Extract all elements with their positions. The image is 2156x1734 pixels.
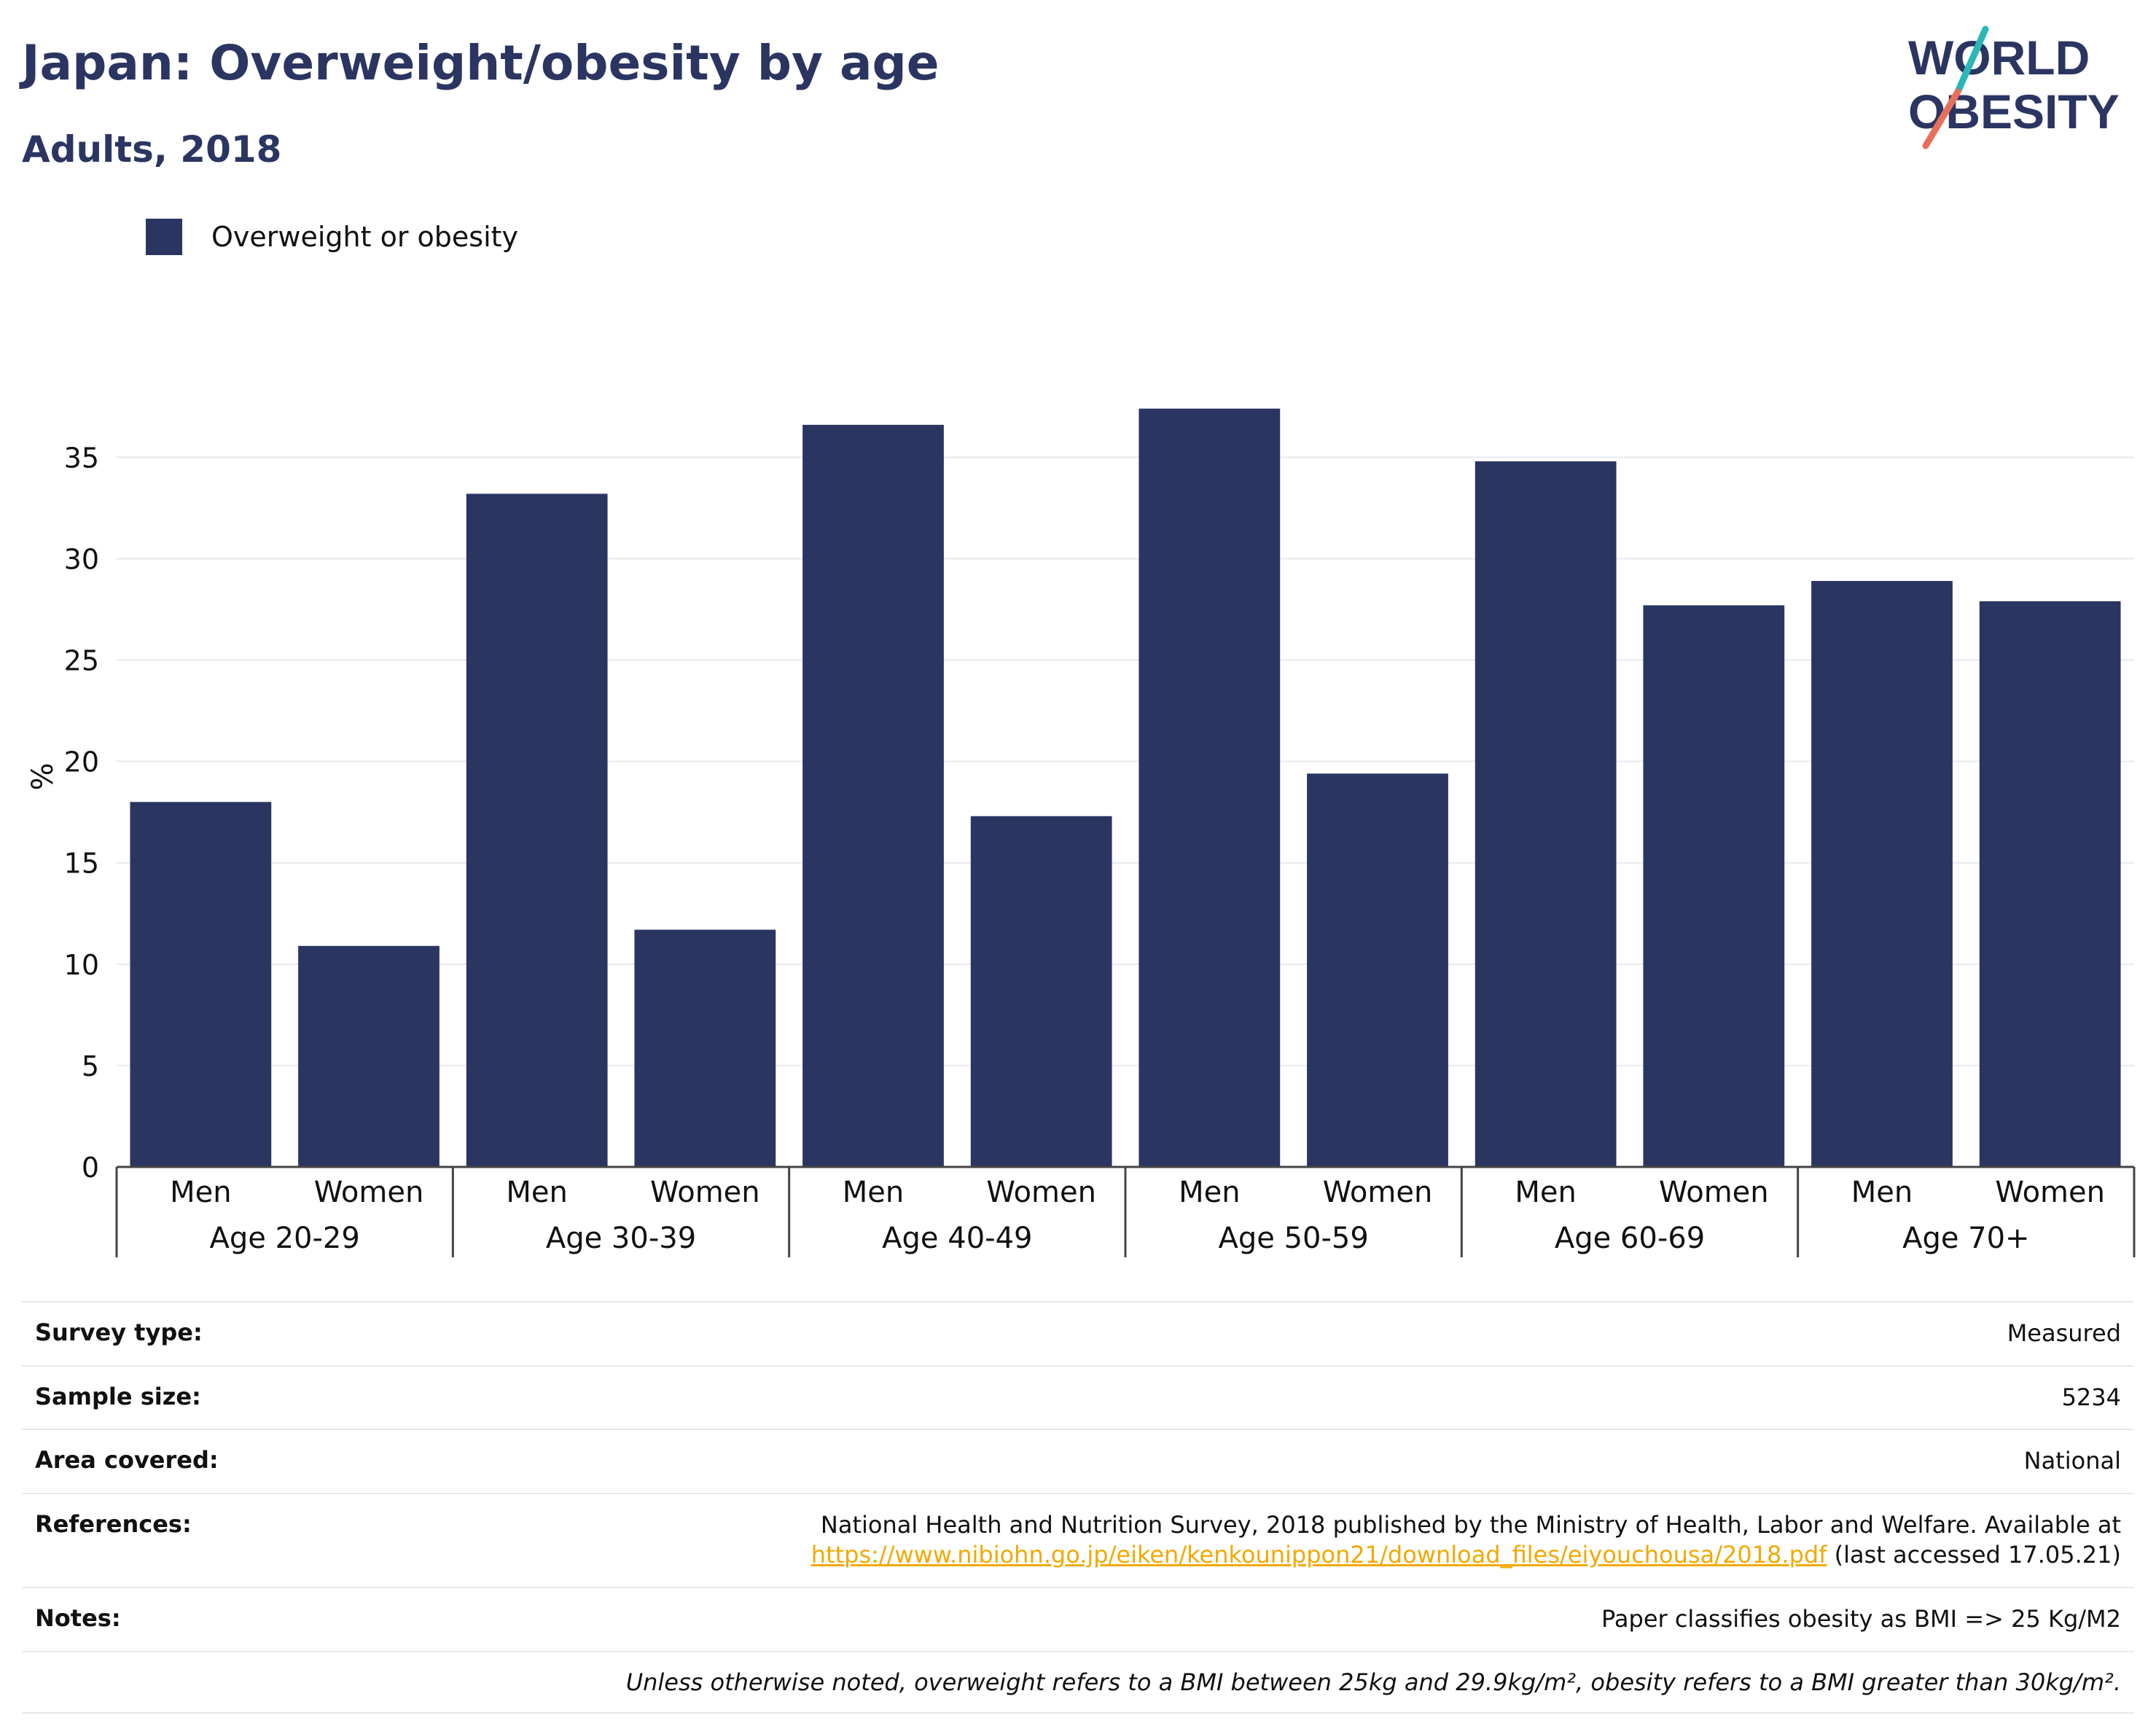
references-text: National Health and Nutrition Survey, 20… xyxy=(820,1510,2121,1539)
references-label: References: xyxy=(22,1492,238,1587)
legend-swatch xyxy=(146,219,182,255)
x-subcategory-label: Men xyxy=(1515,1176,1576,1209)
notes-value: Paper classifies obesity as BMI => 25 Kg… xyxy=(238,1586,2134,1652)
bar xyxy=(130,802,272,1167)
bar xyxy=(1643,605,1785,1167)
survey-type-row: Survey type: Measured xyxy=(22,1301,2134,1366)
x-subcategory-label: Men xyxy=(1179,1176,1240,1209)
bar xyxy=(1307,773,1448,1167)
x-subcategory-label: Women xyxy=(314,1176,424,1209)
x-group-label: Age 30-39 xyxy=(546,1222,696,1255)
logo-slash-top xyxy=(1954,26,1989,95)
sample-size-value: 5234 xyxy=(238,1364,2134,1430)
y-tick-label: 0 xyxy=(82,1152,99,1184)
notes-label: Notes: xyxy=(22,1586,238,1652)
bar xyxy=(298,945,440,1167)
bar xyxy=(970,816,1112,1167)
area-covered-label: Area covered: xyxy=(22,1429,238,1493)
x-subcategory-label: Women xyxy=(1659,1176,1769,1209)
sample-size-label: Sample size: xyxy=(22,1364,238,1430)
x-group-label: Age 20-29 xyxy=(210,1222,360,1255)
x-subcategory-label: Men xyxy=(1851,1176,1913,1209)
bar xyxy=(1138,408,1281,1167)
bar xyxy=(1811,581,1953,1167)
y-tick-label: 15 xyxy=(64,848,99,880)
references-suffix: (last accessed 17.05.21) xyxy=(1834,1541,2121,1569)
x-subcategory-label: Women xyxy=(1995,1176,2105,1209)
x-subcategory-label: Women xyxy=(986,1176,1096,1209)
y-tick-label: 25 xyxy=(64,645,99,677)
sample-size-row: Sample size: 5234 xyxy=(22,1364,2134,1430)
logo-line-1: WORLD xyxy=(1908,31,2090,85)
survey-type-label: Survey type: xyxy=(22,1301,238,1366)
bar xyxy=(466,493,608,1167)
survey-details-table: Survey type: Measured Sample size: 5234 … xyxy=(22,1301,2134,1714)
bar xyxy=(1475,461,1617,1167)
bar xyxy=(1979,601,2121,1167)
legend-label: Overweight or obesity xyxy=(211,221,519,253)
area-covered-value: National xyxy=(238,1429,2134,1493)
references-row: References: National Health and Nutritio… xyxy=(22,1492,2134,1587)
x-group-label: Age 50-59 xyxy=(1219,1222,1369,1255)
bmi-footnote: Unless otherwise noted, overweight refer… xyxy=(22,1650,2134,1714)
reference-link[interactable]: https://www.nibiohn.go.jp/eiken/kenkouni… xyxy=(811,1541,1827,1569)
y-tick-label: 10 xyxy=(64,949,99,981)
area-covered-row: Area covered: National xyxy=(22,1429,2134,1493)
x-group-label: Age 60-69 xyxy=(1555,1222,1705,1255)
bar-chart: 0 5 10 15 20 25 30 35% Men Women Men Women Men Women M… xyxy=(26,408,2136,1257)
x-subcategory-label: Men xyxy=(170,1176,231,1209)
y-tick-label: 20 xyxy=(64,746,99,778)
x-subcategory-label: Men xyxy=(843,1176,904,1209)
y-tick-label: 35 xyxy=(64,442,99,474)
survey-type-value: Measured xyxy=(238,1301,2134,1366)
chart-subtitle: Adults, 2018 xyxy=(22,128,282,171)
notes-row: Notes: Paper classifies obesity as BMI =… xyxy=(22,1586,2134,1652)
x-group-label: Age 40-49 xyxy=(882,1222,1032,1255)
y-axis-label: % xyxy=(26,762,60,790)
logo-slash-bottom xyxy=(1922,88,1961,149)
bar xyxy=(634,929,776,1167)
y-tick-label: 30 xyxy=(64,543,99,575)
y-tick-label: 5 xyxy=(82,1050,99,1082)
x-subcategory-label: Men xyxy=(506,1176,567,1209)
bar xyxy=(802,424,944,1167)
chart-title: Japan: Overweight/obesity by age xyxy=(22,35,940,91)
x-subcategory-label: Women xyxy=(650,1176,760,1209)
chart-legend: Overweight or obesity xyxy=(146,219,518,255)
x-subcategory-label: Women xyxy=(1323,1176,1433,1209)
world-obesity-logo: WORLD OBESITY xyxy=(1908,26,2120,149)
x-group-label: Age 70+ xyxy=(1902,1222,2030,1255)
footnote-row: Unless otherwise noted, overweight refer… xyxy=(22,1650,2134,1714)
references-value: National Health and Nutrition Survey, 20… xyxy=(238,1492,2134,1587)
